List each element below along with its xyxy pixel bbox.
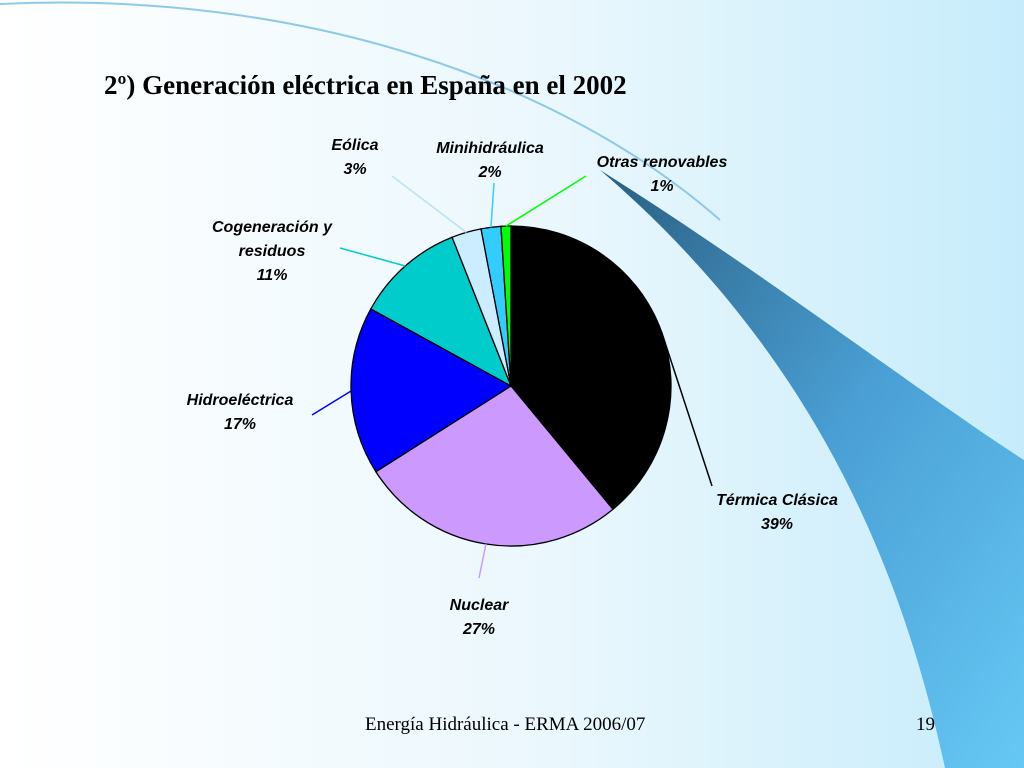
slide-title: 2º) Generación eléctrica en España en el…: [104, 70, 627, 100]
pie-value-label: 17%: [224, 416, 256, 433]
leader-line-eolica: [391, 175, 467, 233]
pie-labels: Térmica Clásica 39% Nuclear 27% Hidroeléctri…: [187, 137, 838, 638]
leader-line-minihidraulica: [490, 182, 495, 228]
leader-line-termica-clasica: [660, 331, 713, 487]
pie-value-label: 11%: [257, 267, 288, 284]
pie-slice-termica-clasica: [510, 225, 672, 511]
pie-slice-nuclear: [375, 385, 614, 547]
leader-line-otras-renovables: [505, 175, 587, 227]
pie-value-label: 27%: [462, 621, 495, 638]
pie-label-otras-renovables: Otras renovables 1%: [597, 154, 728, 195]
pie-slices: [350, 225, 672, 547]
pie-label-minihidraulica: Minihidráulica 2%: [436, 140, 544, 181]
pie-slice-hidroelectrica: [350, 308, 513, 473]
slide-footer: Energía Hidráulica - ERMA 2006/07: [365, 714, 646, 735]
pie-slice-cogeneracion-y-residuos: [369, 236, 513, 388]
pie-label-termica-clasica: Térmica Clásica 39%: [716, 492, 838, 533]
background-swoosh: [600, 170, 1024, 768]
pie-label-eolica: Eólica 3%: [331, 137, 378, 178]
pie-leader-lines: [311, 175, 713, 579]
pie-label-cogeneracion-y-residuos: Cogeneración y residuos 11%: [212, 219, 333, 284]
pie-value-label: 3%: [343, 161, 366, 178]
background-arc: [0, 1, 721, 221]
leader-line-nuclear: [478, 543, 487, 579]
pie-value-label: 2%: [477, 164, 501, 181]
leader-line-hidroelectrica: [311, 390, 352, 416]
pie-label-nuclear: Nuclear 27%: [450, 597, 509, 638]
slide-page-number: 19: [916, 714, 935, 735]
pie-value-label: 1%: [650, 178, 673, 195]
pie-value-label: 39%: [761, 516, 793, 533]
leader-line-cogeneracion-y-residuos: [339, 247, 406, 267]
pie-label-hidroelectrica: Hidroeléctrica 17%: [187, 392, 294, 433]
